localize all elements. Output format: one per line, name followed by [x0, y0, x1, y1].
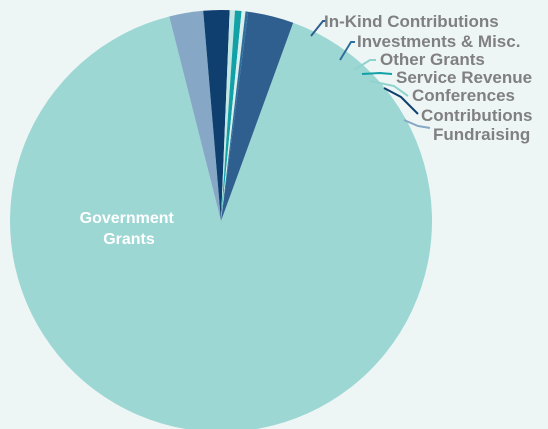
leader-line-contributions — [383, 87, 419, 115]
slice-other-grants — [221, 11, 246, 222]
leader-line-conferences — [369, 80, 409, 97]
leader-line-investments-misc — [339, 41, 355, 61]
slice-label-contributions: Contributions — [421, 106, 532, 125]
slice-label-conferences: Conferences — [412, 86, 515, 105]
leader-line-service-revenue — [361, 71, 393, 75]
inner-label-line-2: Grants — [103, 231, 155, 248]
slice-label-investments-misc: Investments & Misc. — [357, 32, 520, 51]
slice-conferences — [221, 10, 235, 222]
leader-line-fundraising — [403, 119, 431, 129]
slice-label-other-grants: Other Grants — [380, 50, 485, 69]
slice-contributions — [203, 9, 230, 222]
inner-label-line-1: Government — [80, 210, 175, 227]
slice-service-revenue — [221, 10, 242, 221]
slice-label-fundraising: Fundraising — [433, 125, 530, 144]
slice-government-grants — [10, 16, 432, 429]
slice-fundraising — [169, 10, 221, 221]
slice-investments-misc — [221, 11, 249, 222]
leader-line-other-grants — [353, 59, 376, 71]
leader-lines — [310, 20, 431, 129]
slice-label-service-revenue: Service Revenue — [396, 68, 532, 87]
pie-slices — [10, 9, 432, 429]
slice-labels: FundraisingContributionsConferencesServi… — [324, 12, 532, 144]
leader-line-in-kind-contributions — [310, 20, 327, 37]
slice-in-kind-contributions — [221, 11, 294, 222]
slice-label-in-kind-contributions: In-Kind Contributions — [324, 12, 499, 31]
slice-label-government-grants: Government Grants — [80, 210, 179, 248]
